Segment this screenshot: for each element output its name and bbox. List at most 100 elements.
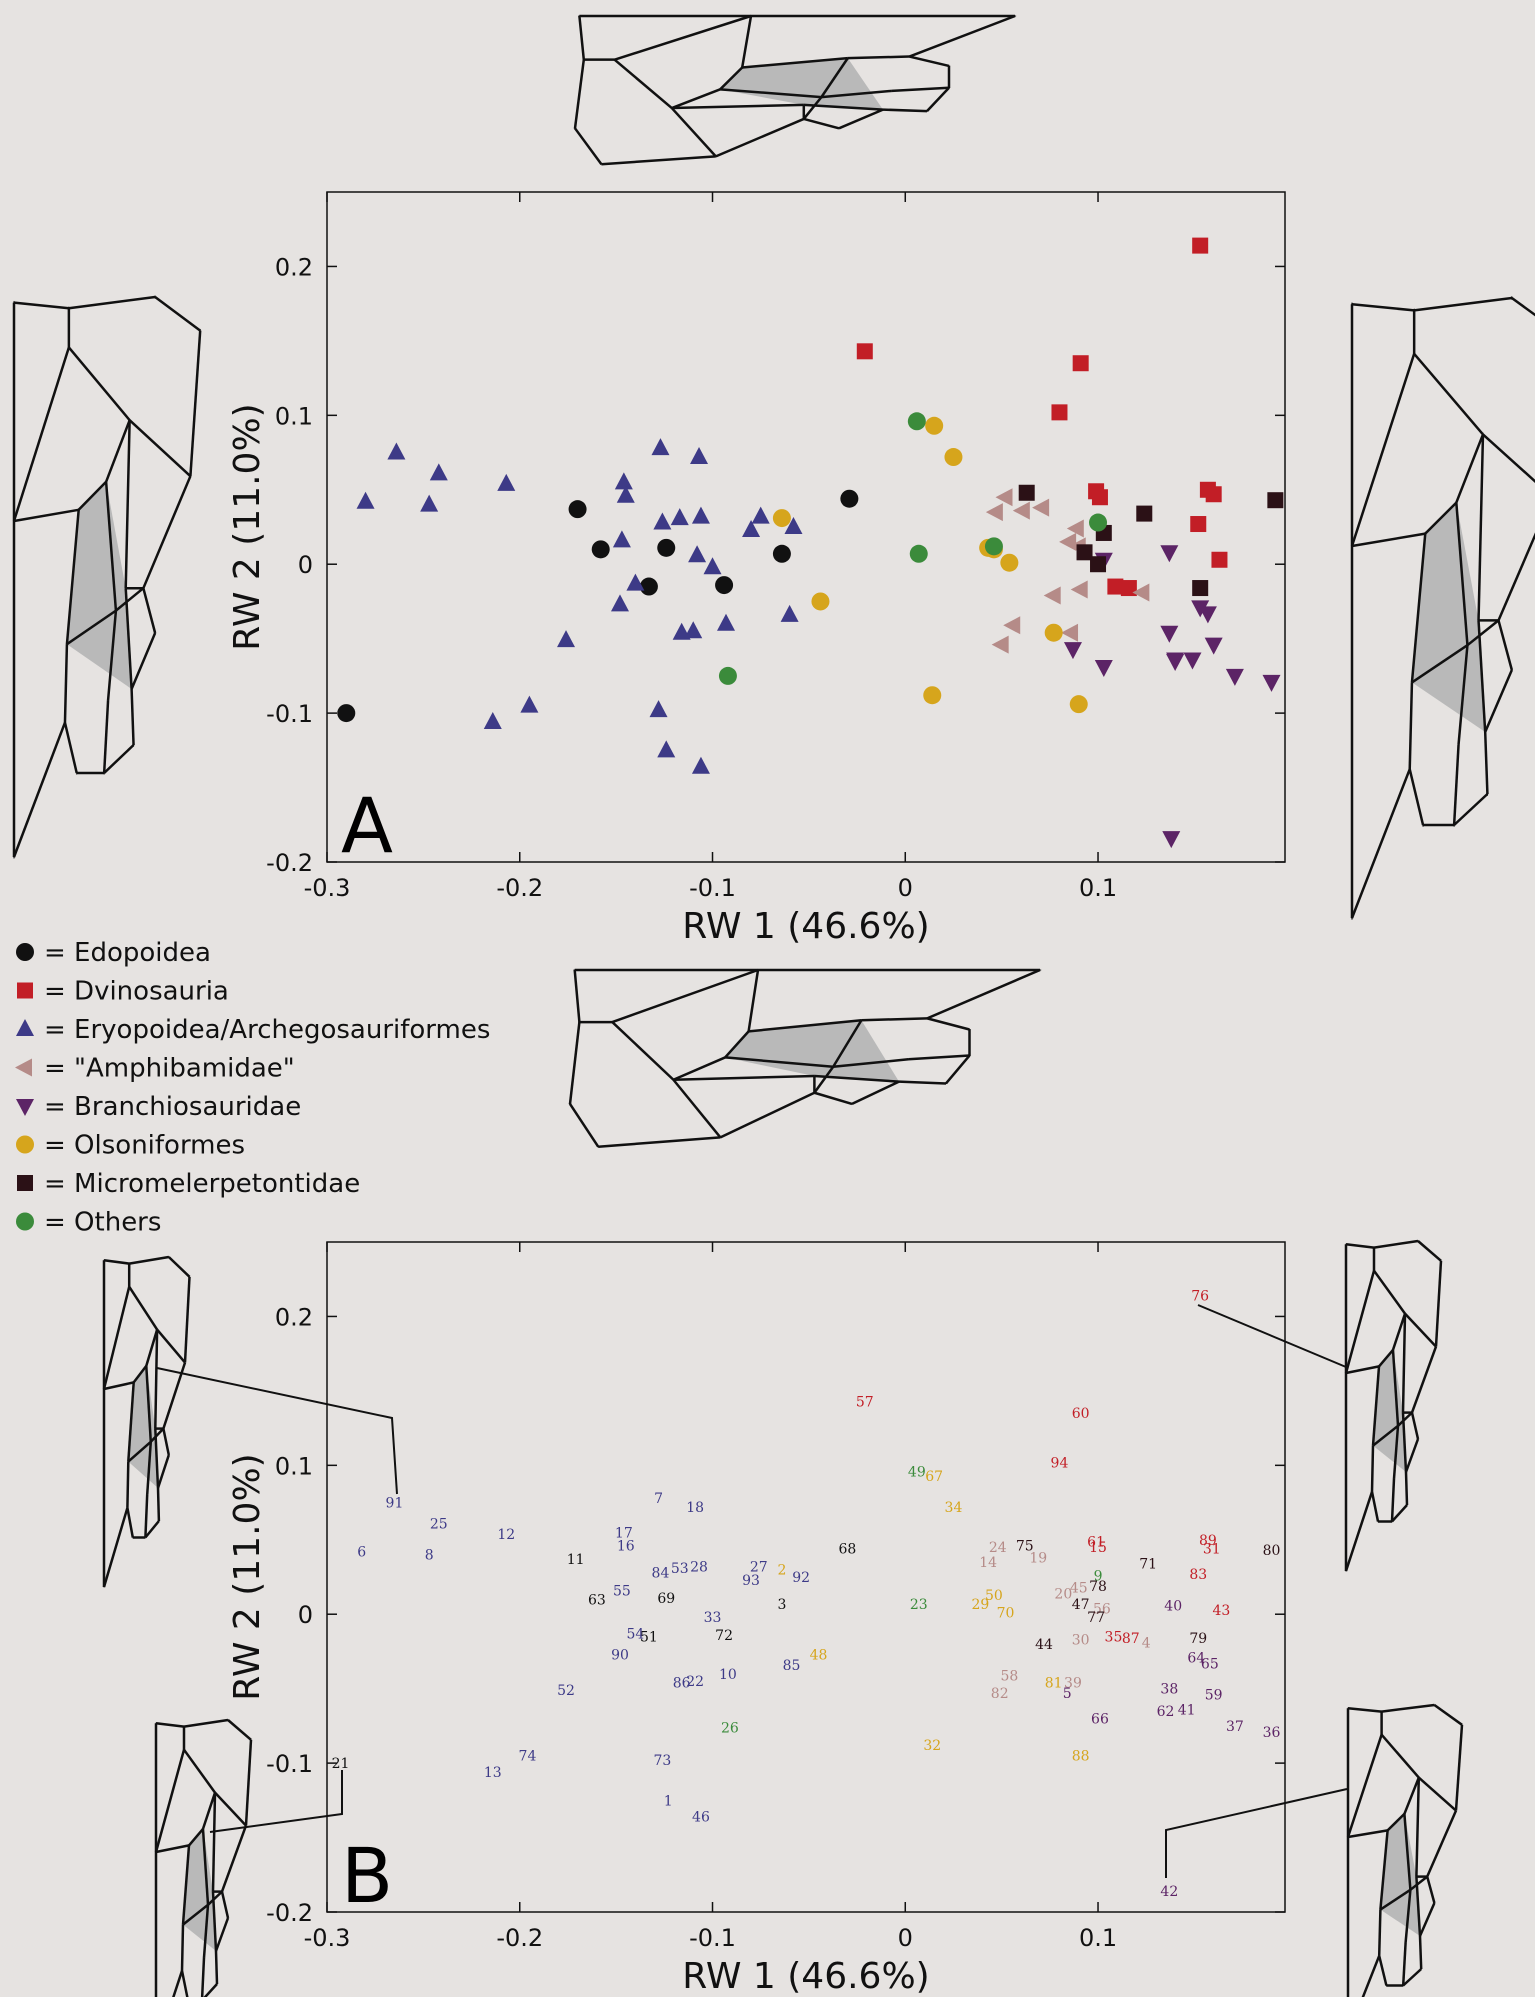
grid-edge — [1485, 732, 1487, 794]
specimen-label: 58 — [1000, 1668, 1018, 1684]
x-tick-label: -0.2 — [496, 1924, 543, 1952]
data-point — [639, 577, 658, 596]
landmark-dot — [132, 1536, 134, 1539]
landmark-dot — [146, 1364, 147, 1367]
grid-edge — [1352, 534, 1425, 546]
landmark-dot — [199, 328, 201, 333]
grid-edge — [725, 1057, 833, 1066]
landmark-dot — [155, 1851, 157, 1853]
grid-edge — [1479, 434, 1483, 620]
landmark-dot — [1402, 1984, 1404, 1987]
grid-edge — [1416, 1778, 1418, 1877]
landmark-dot — [925, 1017, 929, 1019]
landmark-dot — [670, 107, 674, 109]
grid-edge — [1456, 503, 1467, 646]
grid-edge — [146, 1366, 151, 1442]
specimen-label: 2 — [777, 1563, 786, 1579]
grid-edge — [946, 1056, 970, 1084]
data-point — [1160, 545, 1179, 563]
data-point — [772, 544, 791, 563]
grid-edge — [672, 89, 720, 108]
landmark-dot — [215, 1950, 217, 1952]
leader-lines — [156, 1304, 1348, 1878]
data-point — [653, 512, 672, 530]
panel-b-x-axis-label: RW 1 (46.6%) — [682, 1956, 929, 1997]
data-point — [1003, 616, 1021, 635]
landmark-dot — [925, 110, 929, 112]
specimen-label: 26 — [721, 1720, 739, 1736]
landmark-dot — [582, 59, 586, 61]
landmark-dot — [163, 1427, 164, 1430]
landmark-dot — [1477, 618, 1480, 623]
grid-edge — [213, 1892, 216, 1951]
grid-edge — [1348, 1830, 1388, 1837]
panel-a-points — [337, 237, 1284, 849]
specimen-label: 49 — [908, 1464, 926, 1480]
data-point — [1069, 695, 1088, 714]
grid-edge — [1412, 645, 1468, 682]
specimen-label: 91 — [386, 1496, 404, 1512]
grid-edge — [1373, 1366, 1379, 1445]
specimen-label: 90 — [611, 1647, 629, 1663]
legend-marker-eryopoidea-archegosauriformes — [16, 1019, 34, 1036]
landmark-dot — [1380, 1908, 1381, 1911]
grid-edge — [182, 1925, 183, 1971]
grid-edge — [804, 119, 839, 128]
landmark-dot — [1420, 1968, 1422, 1970]
specimen-label: 79 — [1189, 1631, 1207, 1647]
landmark-dot — [1347, 1836, 1349, 1838]
landmark-dot — [1413, 308, 1415, 313]
data-point — [772, 509, 791, 528]
grid-edge — [156, 1845, 189, 1852]
grid-edge — [814, 1076, 899, 1082]
specimen-label: 84 — [652, 1566, 670, 1582]
landmark-dot — [1347, 1707, 1349, 1710]
data-point — [1166, 654, 1185, 671]
grid-edge — [927, 1018, 969, 1029]
grid-edge — [814, 1067, 833, 1093]
grid-edge — [156, 1750, 184, 1852]
specimen-label: 73 — [653, 1753, 671, 1769]
grid-edge — [14, 347, 69, 521]
grid-edge — [134, 1366, 147, 1383]
landmark-dot — [154, 295, 156, 299]
specimen-label: 93 — [742, 1573, 760, 1589]
landmark-dot — [221, 1890, 223, 1893]
grid-edge — [127, 1508, 132, 1538]
data-point — [742, 519, 761, 537]
grid-edge — [184, 1750, 215, 1793]
landmark-dot — [831, 1066, 835, 1068]
y-tick-label: -0.1 — [266, 1750, 313, 1778]
grid-edge — [184, 1720, 228, 1727]
specimen-label: 35 — [1105, 1630, 1123, 1646]
data-point — [1107, 578, 1124, 595]
specimen-label: 53 — [671, 1561, 689, 1577]
landmark-dot — [947, 65, 951, 67]
landmark-dot — [128, 1285, 130, 1288]
landmark-dot — [1386, 1984, 1387, 1987]
landmark-dot — [1371, 1490, 1373, 1493]
specimen-label: 42 — [1160, 1884, 1178, 1900]
specimen-label: 25 — [430, 1516, 448, 1532]
specimen-label: 71 — [1139, 1557, 1157, 1573]
specimen-label: 60 — [1072, 1406, 1090, 1422]
legend-label: = Olsoniformes — [44, 1131, 245, 1161]
landmark-dot — [747, 1030, 751, 1032]
specimen-label: 7 — [654, 1491, 663, 1507]
specimen-label: 72 — [715, 1628, 733, 1644]
data-point — [840, 489, 859, 508]
data-point — [591, 540, 610, 559]
grid-edge — [612, 1022, 673, 1080]
y-tick-label: -0.1 — [266, 700, 313, 728]
landmark-dot — [1434, 1902, 1435, 1904]
grid-edge — [1499, 620, 1512, 670]
data-point — [684, 621, 703, 639]
grid-edge — [65, 723, 77, 773]
data-point — [1012, 501, 1030, 520]
grid-edge — [1403, 1413, 1406, 1472]
specimen-label: 94 — [1051, 1455, 1069, 1471]
landmark-dot — [155, 1427, 156, 1430]
data-point — [497, 473, 516, 491]
data-point — [429, 463, 448, 481]
